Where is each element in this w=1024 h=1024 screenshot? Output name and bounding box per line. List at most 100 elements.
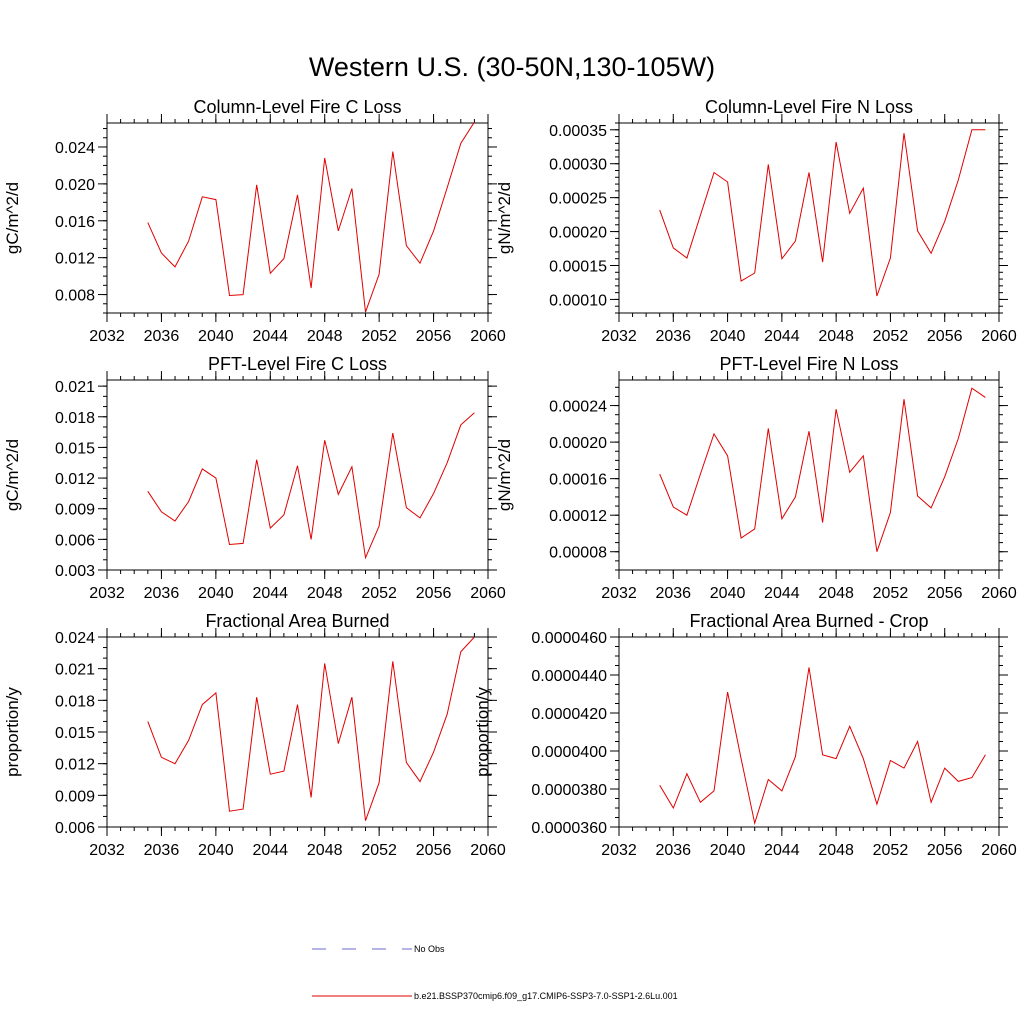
x-tick-label: 2048 — [818, 585, 854, 602]
series-line-1 — [147, 636, 475, 821]
x-tick-label: 2044 — [252, 328, 288, 345]
y-axis-label: gN/m^2/d — [495, 182, 514, 254]
x-tick-label: 2040 — [198, 842, 234, 859]
x-tick-label: 2056 — [927, 328, 963, 345]
x-tick-label: 2036 — [144, 842, 180, 859]
y-tick-label: 0.00015 — [549, 259, 607, 276]
x-tick-label: 2056 — [927, 842, 963, 859]
series-line-1 — [659, 387, 986, 552]
x-tick-label: 2036 — [144, 585, 180, 602]
x-tick-label: 2036 — [655, 585, 691, 602]
plot-frame — [106, 379, 489, 571]
chart-panel-5: Fractional Area Burned proportion/y 2032 20… — [3, 611, 506, 859]
x-tick-label: 2048 — [818, 328, 854, 345]
y-tick-label: 0.012 — [55, 471, 95, 488]
y-tick-label: 0.016 — [55, 214, 95, 231]
x-tick-label: 2044 — [252, 585, 288, 602]
x-tick-label: 2048 — [307, 585, 343, 602]
plot-frame — [618, 636, 1000, 828]
legend: No Obs b.e21.BSSP370cmip6.f09_g17.CMIP6-… — [312, 944, 678, 1001]
x-tick-label: 2056 — [927, 585, 963, 602]
x-tick-label: 2040 — [710, 585, 746, 602]
plot-frame — [618, 379, 1000, 571]
plot-frame — [618, 122, 1000, 314]
chart-panel-1: Column-Level Fire C Loss gC/m^2/d 2032 2036… — [3, 97, 506, 345]
x-tick-label: 2052 — [361, 585, 397, 602]
x-tick-label: 2052 — [873, 842, 909, 859]
y-tick-label: 0.009 — [55, 788, 95, 805]
legend-run-label: b.e21.BSSP370cmip6.f09_g17.CMIP6-SSP3-7.… — [414, 991, 678, 1001]
y-tick-label: 0.00025 — [549, 191, 607, 208]
y-tick-label: 0.018 — [55, 693, 95, 710]
x-tick-label: 2044 — [764, 842, 800, 859]
x-tick-label: 2044 — [252, 842, 288, 859]
y-tick-label: 0.00016 — [549, 472, 607, 489]
y-tick-label: 0.00035 — [549, 123, 607, 140]
y-tick-label: 0.00010 — [549, 292, 607, 309]
y-tick-label: 0.024 — [55, 140, 95, 157]
x-tick-label: 2036 — [144, 328, 180, 345]
x-tick-label: 2036 — [655, 328, 691, 345]
x-tick-label: 2060 — [470, 842, 506, 859]
chart-panel-4: PFT-Level Fire N Loss gN/m^2/d 2032 2036 204… — [495, 354, 1017, 602]
x-tick-label: 2056 — [416, 585, 452, 602]
x-tick-label: 2040 — [198, 585, 234, 602]
y-tick-label: 0.015 — [55, 440, 95, 457]
y-tick-label: 0.00020 — [549, 435, 607, 452]
chart-panel-6: Fractional Area Burned - Crop proportion/… — [473, 611, 1017, 859]
y-tick-label: 0.021 — [55, 379, 95, 396]
y-tick-label: 0.00020 — [549, 225, 607, 242]
x-tick-label: 2060 — [470, 328, 506, 345]
x-tick-label: 2032 — [89, 585, 125, 602]
chart-panels: Column-Level Fire C Loss gC/m^2/d 2032 2036… — [3, 97, 1017, 859]
y-tick-label: 0.003 — [55, 563, 95, 580]
y-axis-label: proportion/y — [473, 687, 492, 777]
x-tick-label: 2060 — [981, 328, 1017, 345]
x-tick-label: 2060 — [981, 842, 1017, 859]
x-tick-label: 2052 — [873, 328, 909, 345]
y-tick-label: 0.015 — [55, 725, 95, 742]
y-tick-label: 0.00024 — [549, 399, 607, 416]
y-tick-label: 0.018 — [55, 410, 95, 427]
y-tick-label: 0.0000420 — [531, 706, 607, 723]
x-tick-label: 2040 — [710, 328, 746, 345]
series-line-1 — [659, 667, 986, 826]
x-tick-label: 2032 — [89, 842, 125, 859]
y-tick-label: 0.00030 — [549, 157, 607, 174]
x-tick-label: 2044 — [764, 585, 800, 602]
chart-panel-2: Column-Level Fire N Loss gN/m^2/d 2032 2036… — [495, 97, 1017, 345]
y-axis-label: gC/m^2/d — [3, 439, 22, 511]
y-tick-label: 0.00012 — [549, 508, 607, 525]
x-tick-label: 2052 — [873, 585, 909, 602]
x-tick-label: 2040 — [198, 328, 234, 345]
panel-title: PFT-Level Fire C Loss — [208, 354, 387, 374]
y-tick-label: 0.012 — [55, 251, 95, 268]
y-tick-label: 0.006 — [55, 532, 95, 549]
x-tick-label: 2060 — [981, 585, 1017, 602]
y-tick-label: 0.0000380 — [531, 782, 607, 799]
y-tick-label: 0.0000460 — [531, 630, 607, 647]
y-tick-label: 0.00008 — [549, 545, 607, 562]
plot-frame — [106, 122, 489, 314]
y-axis-label: proportion/y — [3, 687, 22, 777]
panel-title: PFT-Level Fire N Loss — [719, 354, 898, 374]
x-tick-label: 2032 — [601, 328, 637, 345]
panel-title: Fractional Area Burned - Crop — [689, 611, 928, 631]
y-tick-label: 0.0000400 — [531, 744, 607, 761]
y-tick-label: 0.020 — [55, 177, 95, 194]
y-tick-label: 0.008 — [55, 288, 95, 305]
y-tick-label: 0.0000360 — [531, 820, 607, 837]
y-tick-label: 0.006 — [55, 820, 95, 837]
y-tick-label: 0.021 — [55, 662, 95, 679]
x-tick-label: 2056 — [416, 842, 452, 859]
page-title: Western U.S. (30-50N,130-105W) — [309, 52, 715, 82]
y-tick-label: 0.012 — [55, 757, 95, 774]
panel-title: Fractional Area Burned — [205, 611, 389, 631]
chart-panel-3: PFT-Level Fire C Loss gC/m^2/d 2032 2036 204… — [3, 354, 506, 602]
y-axis-label: gC/m^2/d — [3, 182, 22, 254]
series-line-1 — [147, 412, 475, 560]
y-axis-label: gN/m^2/d — [495, 439, 514, 511]
x-tick-label: 2048 — [307, 842, 343, 859]
x-tick-label: 2048 — [307, 328, 343, 345]
